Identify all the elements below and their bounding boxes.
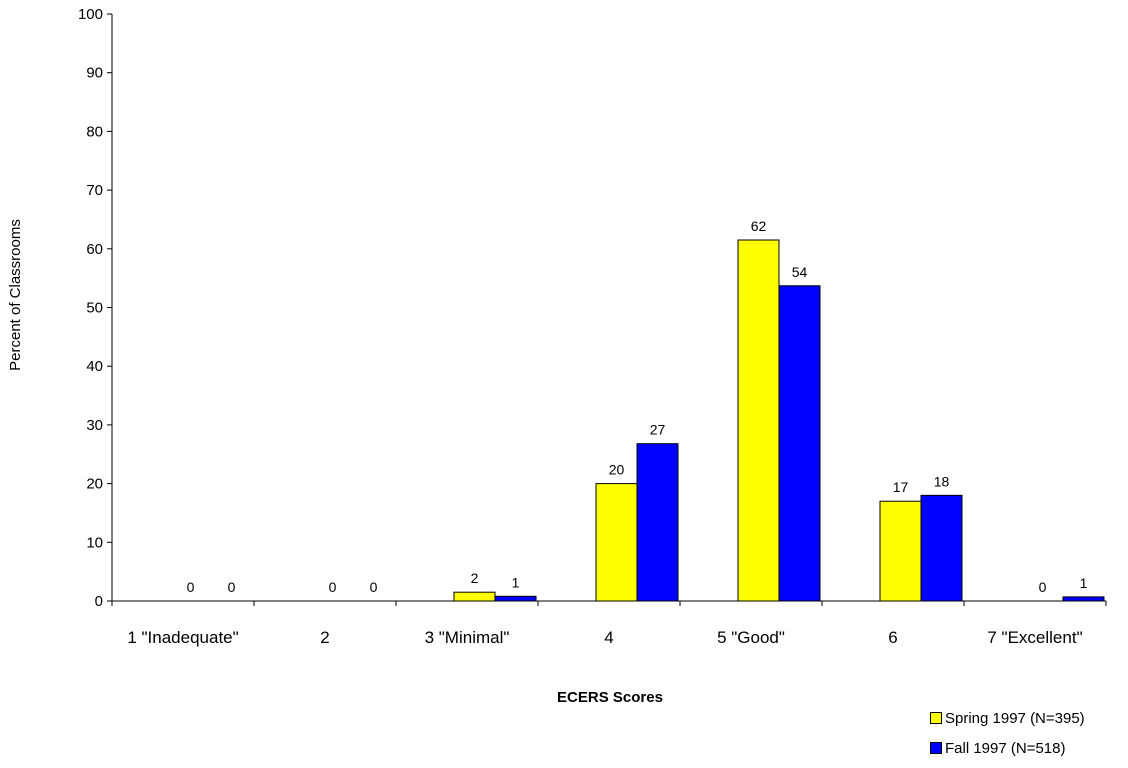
y-tick-label: 50 xyxy=(86,300,103,317)
y-tick-label: 10 xyxy=(86,534,103,551)
category-label: 7 "Excellent" xyxy=(987,628,1082,647)
category-label: 5 "Good" xyxy=(717,628,785,647)
data-label: 0 xyxy=(187,579,195,595)
y-tick-label: 90 xyxy=(86,65,103,82)
bar-spring xyxy=(453,591,496,602)
data-label: 1 xyxy=(512,574,520,590)
data-label: 0 xyxy=(228,579,236,595)
category-label: 6 xyxy=(888,628,897,647)
y-tick-label: 0 xyxy=(95,593,103,610)
data-label: 62 xyxy=(751,218,767,234)
y-tick-label: 100 xyxy=(78,6,103,23)
y-tick-label: 80 xyxy=(86,123,103,140)
legend-label-fall: Fall 1997 (N=518) xyxy=(945,739,1066,757)
data-label: 27 xyxy=(650,422,666,438)
category-label: 4 xyxy=(604,628,613,647)
data-label: 1 xyxy=(1080,575,1088,591)
data-label: 0 xyxy=(370,579,378,595)
bar-spring xyxy=(737,239,780,602)
bar-fall xyxy=(1062,596,1105,602)
legend-item-spring: Spring 1997 (N=395) xyxy=(930,708,1085,728)
legend-swatch-fall xyxy=(930,742,942,754)
category-labels: 1 "Inadequate" 2 3 "Minimal" 4 5 "Good" 6 7 "E… xyxy=(127,628,1082,647)
y-tick-label: 40 xyxy=(86,358,103,375)
x-axis-title: ECERS Scores xyxy=(557,689,663,706)
data-labels: 0 0 2 20 62 17 0 0 0 1 27 54 18 1 xyxy=(187,218,1088,595)
bar-spring xyxy=(595,483,638,602)
bar-fall xyxy=(636,443,679,602)
y-axis-ticks: 0 10 20 30 40 50 60 70 80 90 100 xyxy=(78,6,112,610)
bar-fall xyxy=(494,595,537,602)
legend-swatch-spring xyxy=(930,712,942,724)
data-label: 18 xyxy=(934,473,950,489)
data-label: 20 xyxy=(609,462,625,478)
data-label: 17 xyxy=(893,479,909,495)
data-label: 54 xyxy=(792,264,808,280)
category-label: 2 xyxy=(320,628,329,647)
bar-fall xyxy=(778,285,821,602)
y-tick-label: 30 xyxy=(86,417,103,434)
category-label: 1 "Inadequate" xyxy=(127,628,238,647)
y-tick-label: 20 xyxy=(86,476,103,493)
bar-spring xyxy=(879,500,922,602)
bars xyxy=(453,239,1105,602)
data-label: 0 xyxy=(329,579,337,595)
data-label: 2 xyxy=(471,570,479,586)
category-label: 3 "Minimal" xyxy=(425,628,510,647)
y-tick-label: 60 xyxy=(86,241,103,258)
x-axis-ticks xyxy=(111,601,1107,606)
legend-label-spring: Spring 1997 (N=395) xyxy=(945,709,1085,727)
legend: Spring 1997 (N=395) Fall 1997 (N=518) xyxy=(930,708,1085,768)
legend-item-fall: Fall 1997 (N=518) xyxy=(930,738,1085,758)
data-label: 0 xyxy=(1039,579,1047,595)
y-axis-title: Percent of Classrooms xyxy=(7,219,24,371)
y-tick-label: 70 xyxy=(86,182,103,199)
bar-fall xyxy=(920,494,963,602)
